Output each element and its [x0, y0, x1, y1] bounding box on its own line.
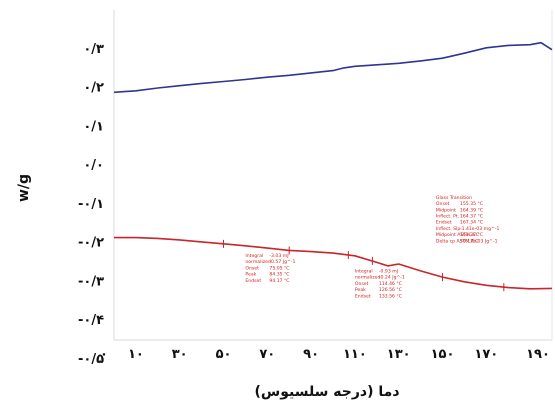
annotation-value: -0.24 Jg^-1: [379, 275, 405, 281]
marker-layer: [223, 239, 505, 292]
annotation-label: normalized: [355, 275, 381, 281]
y-tick-labels: ۰/۳ ۰/۲ ۰/۱ ۰/۰ -۰/۱ -۰/۲ -۰/۳ -۰/۴ -۰/۵: [78, 42, 104, 367]
annotation-value: 133.56 °C: [379, 293, 402, 299]
annotation-value: 30.17e-03 Jg^-1: [460, 238, 498, 244]
annotation-label: Endset: [355, 293, 371, 299]
annotation-block-1: Integral -0.93 mJ normalized-0.24 Jg^-1 On…: [355, 269, 405, 300]
annotation-value: 155.35 °C: [460, 201, 483, 207]
x-tick-label: ۰: [100, 347, 108, 362]
x-tick-label: ۱۵۰: [431, 347, 455, 362]
x-tick-labels: ۰ ۱۰ ۳۰ ۵۰ ۷۰ ۹۰ ۱۱۰ ۱۳۰ ۱۵۰ ۱۷۰ ۱۹۰: [100, 347, 550, 362]
annotation-label: Integral: [355, 269, 373, 275]
annotation-value: 94.17 °C: [269, 278, 289, 284]
x-tick-label: ۱۰: [128, 347, 144, 362]
annotation-block-0: Integral -3.03 mJ normalized-0.57 Jg^-1 On…: [245, 253, 295, 284]
annotation-label: Onset: [436, 201, 450, 207]
x-tick-label: ۹۰: [303, 347, 319, 362]
x-axis-title: دما (درجه سلسیوس): [254, 384, 399, 400]
y-tick-label: -۰/۲: [78, 236, 104, 251]
y-tick-label: -۰/۱: [78, 197, 104, 212]
y-tick-label: ۰/۳: [83, 42, 104, 57]
series-line-1: [114, 236, 553, 290]
annotation-label: Onset: [245, 265, 259, 271]
x-tick-label: ۳۰: [172, 347, 188, 362]
annotation-label: Endset: [436, 220, 452, 226]
annotation-label: Onset: [355, 281, 369, 287]
annotation-value: 164.39 °C: [460, 207, 483, 213]
annotation-value: -0.93 mJ: [379, 269, 398, 275]
annotation-value: 161.27 °C: [460, 232, 483, 238]
annotation-label: Glass Transition: [436, 195, 472, 201]
y-tick-label: -۰/۳: [78, 274, 104, 289]
x-tick-label: ۱۹۰: [526, 347, 550, 362]
annotation-value: -0.57 Jg^-1: [269, 259, 295, 265]
x-tick-label: ۷۰: [259, 347, 275, 362]
annotation-label: Midpoint: [436, 207, 456, 213]
plot-area: [113, 10, 553, 341]
annotation-value: 167.34 °C: [460, 220, 483, 226]
x-tick-label: ۵۰: [216, 347, 232, 362]
annotation-value: 126.56 °C: [379, 287, 402, 293]
x-tick-label: ۱۷۰: [474, 347, 498, 362]
y-axis-title: w/g: [16, 174, 32, 202]
annotation-value: -1.41e-03 mg^-1: [460, 226, 500, 232]
annotation-label: Delta cp ASTM,IEC: [436, 238, 478, 244]
x-tick-label: ۱۳۰: [387, 347, 411, 362]
series-line-0: [113, 41, 553, 94]
annotation-value: 84.35 °C: [269, 272, 289, 278]
annotation-label: Endset: [245, 278, 261, 284]
annotation-value: 164.37 °C: [460, 213, 483, 219]
y-tick-label: -۰/۵: [78, 352, 104, 367]
annotation-label: Midpoint ASTM,IEC: [436, 232, 479, 238]
annotation-label: Inflect. Pt.: [436, 213, 459, 219]
annotation-value: 75.05 °C: [269, 265, 289, 271]
y-tick-label: ۰/۲: [83, 81, 104, 96]
y-tick-label: ۰/۰: [83, 158, 104, 173]
y-tick-label: -۰/۴: [78, 313, 104, 328]
annotation-label: Peak: [355, 287, 366, 293]
annotation-value: -3.03 mJ: [269, 253, 288, 259]
annotation-layer: Integral -3.03 mJ normalized-0.57 Jg^-1On…: [245, 195, 499, 299]
annotation-label: Inflect. Slp.: [436, 226, 462, 232]
annotation-label: Integral: [245, 253, 263, 259]
annotation-value: 114.46 °C: [379, 281, 402, 287]
x-tick-label: ۱۱۰: [343, 347, 367, 362]
annotation-label: normalized: [245, 259, 271, 265]
y-tick-label: ۰/۱: [83, 119, 104, 134]
annotation-label: Peak: [245, 272, 256, 278]
series-layer: [113, 41, 553, 290]
